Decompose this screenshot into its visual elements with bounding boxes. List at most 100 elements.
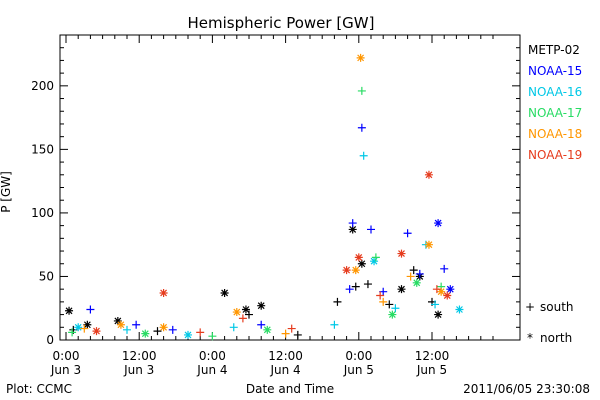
north-point — [412, 278, 421, 287]
south-marker-symbol: + — [525, 300, 535, 314]
x-tick-date-label: Jun 4 — [196, 363, 227, 377]
x-axis-label: Date and Time — [246, 382, 334, 396]
south-point — [440, 264, 449, 273]
x-tick-time-label: 12:00 — [415, 349, 450, 363]
north-point — [397, 249, 406, 258]
y-tick-label: 200 — [31, 79, 54, 93]
north-point — [354, 253, 363, 262]
north-point — [92, 327, 101, 336]
south-point — [367, 225, 375, 234]
north-point — [356, 53, 365, 62]
south-point — [431, 300, 440, 309]
x-tick-time-label: 0:00 — [345, 349, 372, 363]
south-point — [153, 327, 162, 336]
legend-entry: NOAA-18 — [528, 127, 582, 141]
north-point — [113, 316, 122, 325]
south-point — [385, 300, 394, 309]
y-tick-label: 50 — [39, 269, 54, 283]
south-point — [287, 324, 296, 333]
south-point — [123, 325, 131, 334]
south-point — [379, 297, 388, 306]
north-point — [141, 329, 150, 338]
y-axis-label: P [GW] — [0, 171, 13, 213]
south-point — [208, 332, 217, 341]
south-point — [432, 285, 441, 294]
south-point — [245, 310, 253, 319]
north-point — [232, 308, 241, 317]
y-tick-label: 100 — [31, 206, 54, 220]
south-point — [330, 320, 339, 329]
south-point — [281, 329, 290, 338]
south-point — [345, 285, 354, 294]
legend-entry: NOAA-16 — [528, 85, 582, 99]
legend-entry: NOAA-17 — [528, 106, 582, 120]
x-tick-date-label: Jun 3 — [123, 363, 154, 377]
south-point — [357, 86, 366, 95]
south-point — [293, 330, 302, 339]
south-point — [348, 219, 357, 228]
x-tick-date-label: Jun 3 — [50, 363, 81, 377]
north-point — [437, 287, 446, 296]
series-noaa-19 — [92, 170, 452, 337]
north-point — [159, 288, 168, 297]
x-tick-date-label: Jun 5 — [416, 363, 447, 377]
south-point — [229, 323, 238, 332]
south-point — [168, 325, 177, 334]
north-point — [241, 305, 250, 314]
south-point — [333, 297, 342, 306]
chart-title: Hemispheric Power [GW] — [188, 14, 375, 32]
north-point — [65, 306, 74, 315]
north-point — [434, 310, 443, 319]
north-point — [446, 285, 455, 294]
south-point — [357, 123, 366, 132]
x-tick-time-label: 12:00 — [268, 349, 303, 363]
series-noaa-17 — [68, 86, 446, 341]
north-point — [83, 320, 92, 329]
south-point — [257, 320, 266, 329]
south-point — [363, 280, 372, 289]
north-point — [116, 320, 125, 329]
plot-credit: Plot: CCMC — [6, 382, 72, 396]
series-noaa-15 — [86, 123, 455, 334]
south-point — [238, 314, 247, 323]
north-point — [351, 266, 360, 275]
y-axis-ticks: 0 50 100 150 200 — [31, 47, 520, 347]
south-point — [80, 324, 89, 333]
x-tick-time-label: 12:00 — [122, 349, 157, 363]
data-points — [65, 53, 464, 341]
x-tick-time-label: 0:00 — [53, 349, 80, 363]
south-marker-label: south — [540, 300, 574, 314]
south-point — [351, 282, 360, 291]
south-point — [68, 328, 77, 337]
south-point — [371, 253, 380, 262]
north-point — [220, 288, 229, 297]
south-point — [391, 304, 400, 313]
north-marker-symbol: * — [527, 331, 533, 345]
north-point — [348, 225, 357, 234]
south-point — [403, 229, 412, 238]
south-point — [132, 320, 141, 329]
series-noaa-16 — [74, 151, 464, 339]
legend-entry: METP-02 — [528, 43, 580, 57]
south-point — [406, 272, 415, 281]
south-point — [86, 305, 95, 314]
plot-frame — [59, 34, 521, 341]
north-marker-label: north — [540, 331, 572, 345]
series-noaa-18 — [80, 53, 446, 338]
north-point — [370, 257, 379, 266]
south-point — [359, 151, 368, 160]
series-metp-02 — [65, 225, 443, 339]
north-point — [357, 259, 366, 268]
x-tick-date-label: Jun 5 — [343, 363, 374, 377]
north-point — [455, 305, 464, 314]
north-point — [159, 323, 168, 332]
north-point — [434, 219, 443, 228]
marker-legend-south: + south — [525, 300, 574, 314]
north-point — [424, 240, 433, 249]
y-tick-label: 0 — [46, 333, 54, 347]
y-tick-label: 150 — [31, 142, 54, 156]
north-point — [257, 301, 266, 310]
south-point — [196, 328, 205, 337]
